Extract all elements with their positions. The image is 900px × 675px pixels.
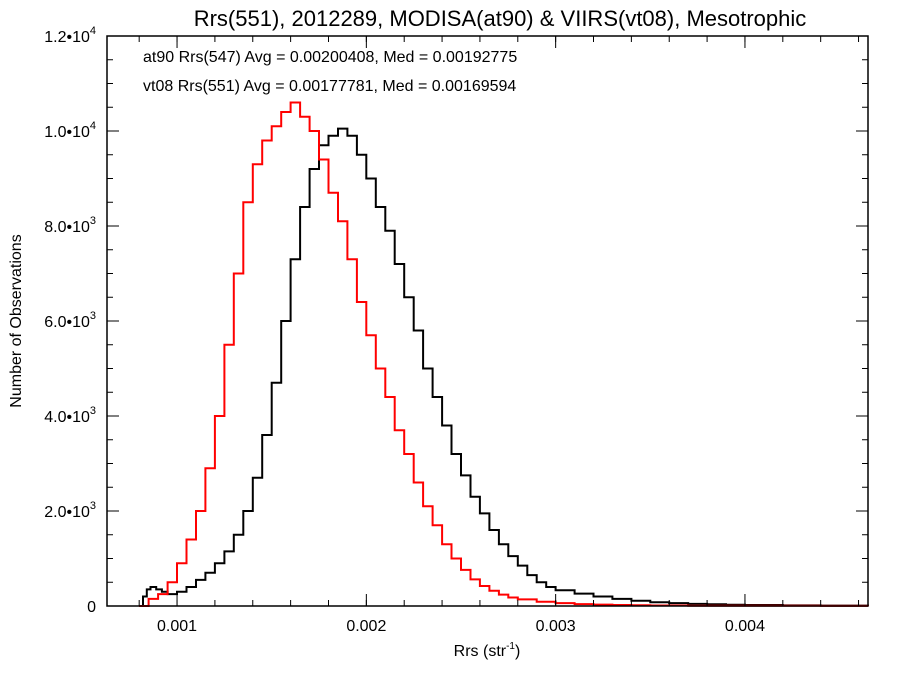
series-line-1 [139, 127, 869, 607]
y-tick-label: 1.2•104 [44, 25, 96, 46]
x-axis-label: Rrs (str-1) [454, 641, 521, 660]
y-tick-label: 6.0•103 [44, 310, 96, 331]
chart-title: Rrs(551), 2012289, MODISA(at90) & VIIRS(… [194, 6, 807, 31]
x-tick-label: 0.004 [725, 618, 765, 635]
y-tick-label: 8.0•103 [44, 215, 96, 236]
y-tick-label: 4.0•103 [44, 405, 96, 426]
annotation-vt08-stats: vt08 Rrs(551) Avg = 0.00177781, Med = 0.… [143, 78, 516, 95]
y-tick-label: 0 [87, 599, 96, 616]
x-tick-label: 0.002 [346, 618, 386, 635]
annotation-at90-stats: at90 Rrs(547) Avg = 0.00200408, Med = 0.… [143, 49, 517, 66]
series-line-2 [139, 101, 869, 607]
y-axis-label: Number of Observations [8, 234, 25, 407]
x-tick-label: 0.003 [536, 618, 576, 635]
x-tick-label: 0.001 [157, 618, 197, 635]
y-tick-label: 1.0•104 [44, 120, 96, 141]
y-tick-label: 2.0•103 [44, 500, 96, 521]
plot-frame [106, 35, 869, 607]
